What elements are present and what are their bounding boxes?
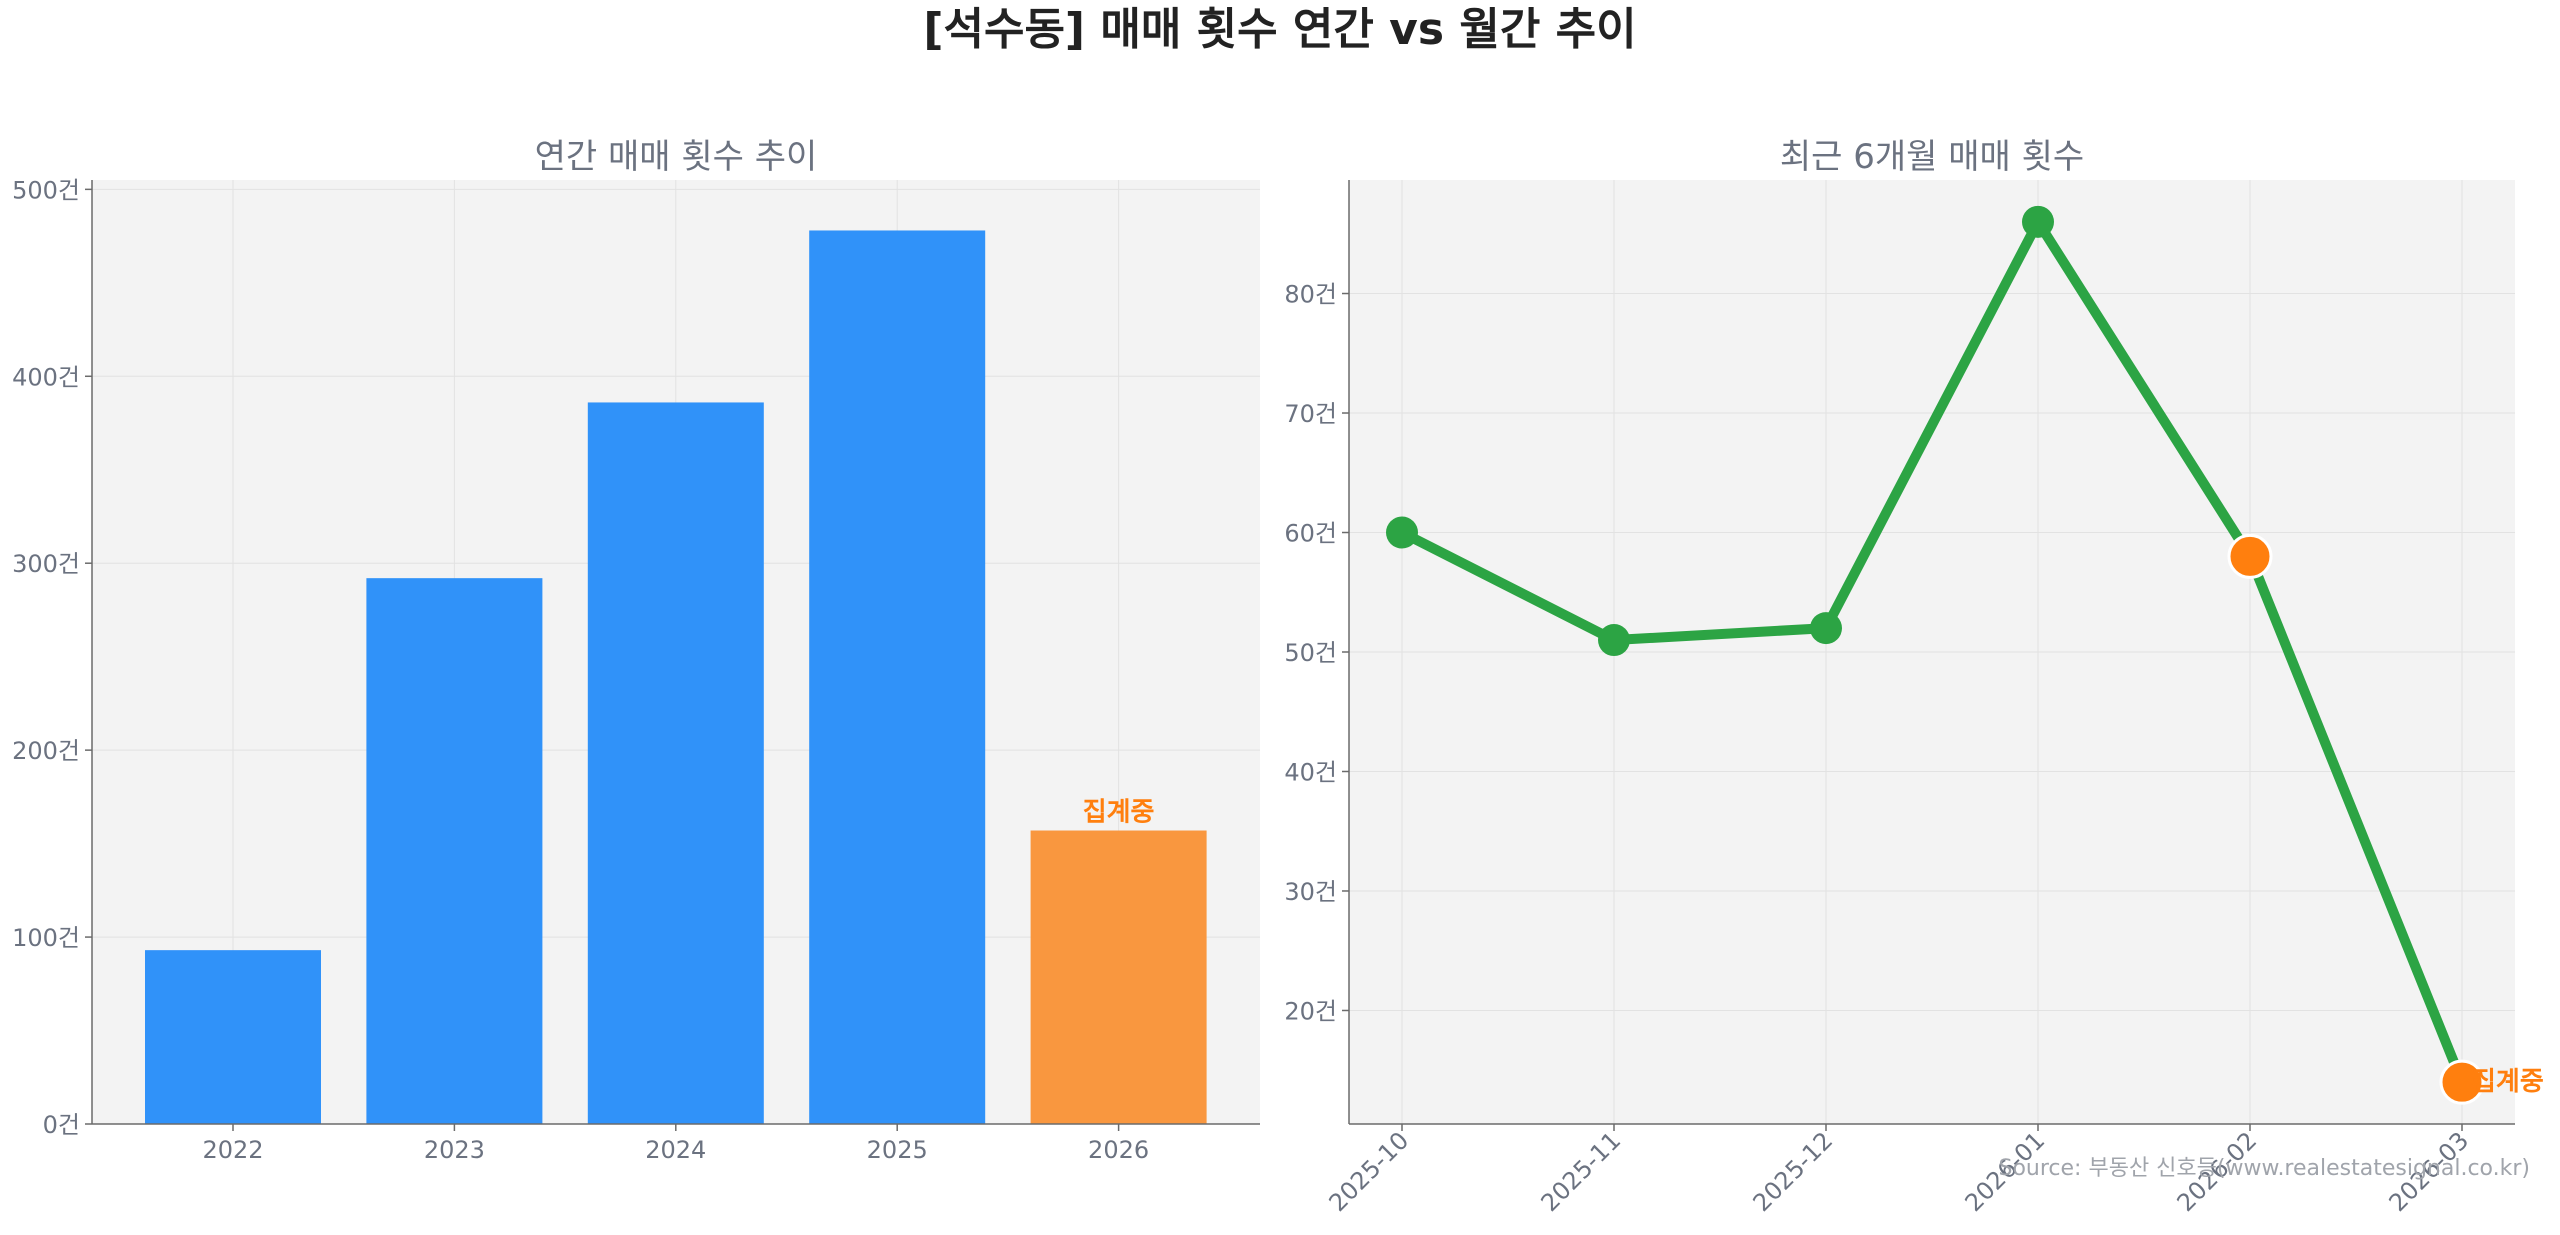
monthly-ytick-label: 70건 xyxy=(1284,400,1337,428)
monthly-xtick-label: 2025-10 xyxy=(1324,1126,1415,1217)
annual-xtick-label: 2022 xyxy=(202,1136,263,1164)
annual-xtick-label: 2024 xyxy=(645,1136,706,1164)
annual-bar-2024 xyxy=(587,402,764,1124)
monthly-xtick-label: 2025-12 xyxy=(1748,1126,1839,1217)
annual-bar-2025 xyxy=(809,230,986,1124)
annual-bar-2023 xyxy=(366,578,543,1124)
annual-ytick-label: 100건 xyxy=(12,924,80,952)
monthly-ytick-label: 40건 xyxy=(1284,758,1337,786)
monthly-annotation: 집계중 xyxy=(2472,1067,2544,1097)
monthly-xtick-label: 2025-11 xyxy=(1536,1126,1627,1217)
monthly-point-2026-01 xyxy=(2022,205,2054,238)
annual-bar-2026 xyxy=(1030,830,1207,1124)
annual-annotation: 집계중 xyxy=(1083,798,1155,828)
monthly-ytick-label: 60건 xyxy=(1284,520,1337,548)
annual-xtick-label: 2023 xyxy=(424,1136,485,1164)
monthly-line-chart: 최근 6개월 매매 횟수 20건 30건 40건 50건 60건 70건 80건 2025-1… xyxy=(1284,137,2543,1217)
monthly-point-2025-12 xyxy=(1810,612,1842,645)
monthly-point-2025-11 xyxy=(1598,624,1630,657)
monthly-ytick-label: 30건 xyxy=(1284,878,1337,906)
annual-ytick-label: 500건 xyxy=(12,176,80,204)
monthly-ytick-label: 80건 xyxy=(1284,281,1337,309)
annual-ytick-label: 200건 xyxy=(12,737,80,765)
annual-ytick-label: 0건 xyxy=(43,1111,80,1139)
annual-xtick-label: 2026 xyxy=(1088,1136,1149,1164)
monthly-point-2025-10 xyxy=(1386,516,1418,549)
annual-xtick-label: 2025 xyxy=(867,1136,928,1164)
monthly-chart-title: 최근 6개월 매매 횟수 xyxy=(1780,137,2084,177)
annual-bar-2022 xyxy=(145,950,321,1124)
annual-chart-title: 연간 매매 횟수 추이 xyxy=(535,137,818,177)
figure-title: [석수동] 매매 횟수 연간 vs 월간 추이 xyxy=(923,4,1636,55)
monthly-series-line xyxy=(1397,216,2467,1088)
monthly-ytick-label: 50건 xyxy=(1284,639,1337,667)
annual-bar-chart: 연간 매매 횟수 추이 0건 100건 200건 300건 400건 500건 2022 20… xyxy=(12,137,1260,1164)
monthly-ytick-label: 20건 xyxy=(1284,997,1337,1025)
source-note: Source: 부동산 신호등(www.realestatesignal.co.… xyxy=(1999,1156,2531,1181)
annual-ytick-label: 400건 xyxy=(12,363,80,391)
monthly-point-2026-02 xyxy=(2227,533,2273,579)
annual-ytick-label: 300건 xyxy=(12,550,80,578)
monthly-point-2026-03 xyxy=(2439,1059,2485,1105)
